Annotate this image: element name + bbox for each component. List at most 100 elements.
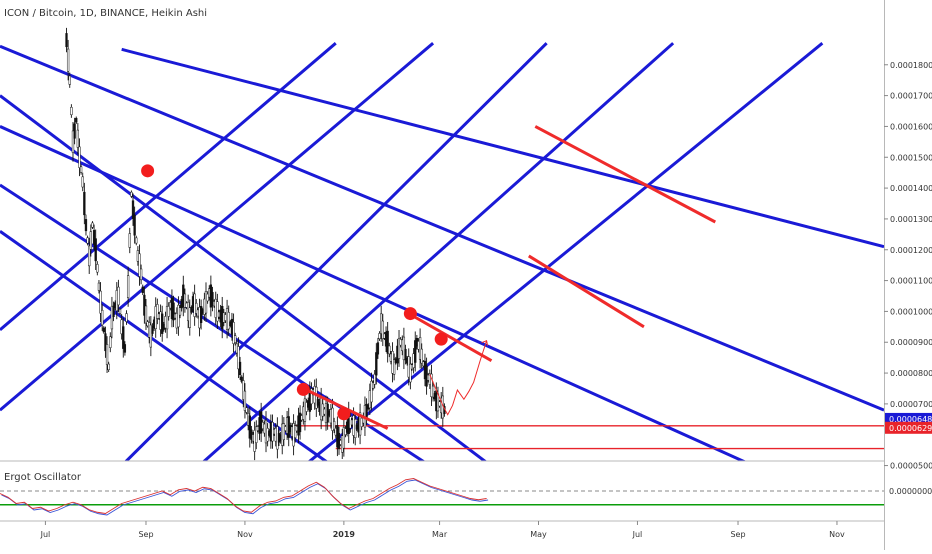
candle-body-56-1 xyxy=(248,415,251,439)
candle-body-102-1 xyxy=(397,338,401,359)
candle-body-11-0 xyxy=(101,309,104,326)
candle-body-36-1 xyxy=(183,293,187,308)
candle-body-26-0 xyxy=(149,324,152,348)
projection-arrowhead xyxy=(481,340,489,346)
candle-body-14-0 xyxy=(110,305,114,330)
red-segment-0 xyxy=(534,125,717,224)
candle-body-101-0 xyxy=(393,359,396,375)
red-segment-2 xyxy=(409,313,493,363)
candle-body-20-1 xyxy=(131,200,135,219)
price-badge-label-1: 0.0000629 xyxy=(889,424,932,433)
candle-body-94-1 xyxy=(371,382,375,389)
candle-body-29-1 xyxy=(161,313,164,334)
candle-body-75-1 xyxy=(310,388,313,405)
y-tick-label-2: 0.0001600 xyxy=(890,122,932,131)
pitchfork-line-3 xyxy=(0,125,747,461)
candle-body-53-1 xyxy=(238,361,242,376)
candle-body-22-1 xyxy=(138,253,141,277)
candle-body-104-1 xyxy=(404,348,407,361)
pitchfork-line-5 xyxy=(121,47,884,249)
candle-body-8-1 xyxy=(92,230,96,245)
candle-body-96-0 xyxy=(376,342,380,355)
oscillator-line-blue xyxy=(1,479,489,516)
pitchfork-line-0 xyxy=(0,94,488,461)
candle-body-77-0 xyxy=(315,386,318,409)
candle-body-70-1 xyxy=(294,425,297,438)
candle-body-9-1 xyxy=(96,264,99,273)
candle-body-54-0 xyxy=(240,376,243,382)
candle-body-7-0 xyxy=(88,245,91,267)
oscillator-zero-label: 0.0000000 xyxy=(889,487,932,496)
x-tick-label-1: Sep xyxy=(138,530,153,539)
horizontal-levels xyxy=(295,425,884,450)
candle-body-14-1 xyxy=(112,305,115,318)
candle-body-43-1 xyxy=(206,293,209,302)
candle-body-99-1 xyxy=(388,345,391,355)
time-axis[interactable]: Jul Sep Nov 2019 Mar May Jul Sep Nov xyxy=(40,521,845,539)
candle-body-104-0 xyxy=(402,336,406,361)
y-tick-label-12: 0.0000500 xyxy=(890,462,932,471)
pitchfork-line-8 xyxy=(124,42,548,461)
projection-path xyxy=(429,340,489,416)
candle-body-24-0 xyxy=(143,294,146,316)
candle-body-6-0 xyxy=(84,219,88,232)
candle-body-72-0 xyxy=(298,412,302,433)
y-tick-label-8: 0.0001000 xyxy=(890,307,932,316)
candle-body-18-0 xyxy=(123,344,127,353)
y-tick-label-5: 0.0001300 xyxy=(890,215,932,224)
candle-body-21-1 xyxy=(135,237,138,244)
candle-body-109-0 xyxy=(418,337,422,360)
projection-line xyxy=(429,340,488,416)
y-tick-label-6: 0.0001200 xyxy=(890,246,932,255)
candle-body-13-0 xyxy=(107,363,110,370)
candle-body-3-0 xyxy=(75,117,78,123)
candle-body-41-1 xyxy=(199,305,203,323)
candle-body-31-1 xyxy=(167,306,170,317)
candle-body-55-1 xyxy=(245,407,248,413)
candle-body-11-1 xyxy=(102,327,105,333)
candle-body-16-0 xyxy=(117,286,120,306)
price-axis[interactable]: 0.0001800 0.0001700 0.0001600 0.0001500 0.00… xyxy=(884,61,932,471)
y-tick-label-0: 0.0001800 xyxy=(890,61,932,70)
price-badge-label-0: 0.0000648 xyxy=(889,415,932,424)
pivot-dot-1 xyxy=(296,382,310,396)
y-tick-label-4: 0.0001400 xyxy=(890,184,932,193)
candle-body-5-1 xyxy=(83,191,86,216)
candle-body-31-0 xyxy=(165,305,169,330)
x-tick-label-2: Nov xyxy=(237,530,253,539)
pitchfork-lines xyxy=(0,42,884,461)
price-badge-bg-1 xyxy=(885,421,932,434)
x-tick-label-8: Nov xyxy=(829,530,845,539)
oscillator-title: Ergot Oscillator xyxy=(4,472,82,483)
x-tick-label-4: Mar xyxy=(432,530,448,539)
candle-body-13-1 xyxy=(109,336,112,348)
pitchfork-line-9 xyxy=(202,42,675,461)
candle-body-33-0 xyxy=(172,302,175,321)
candle-body-94-0 xyxy=(370,380,373,403)
candle-body-12-0 xyxy=(104,333,107,352)
candle-body-10-1 xyxy=(99,290,102,314)
candle-body-95-1 xyxy=(375,352,378,376)
candle-body-6-1 xyxy=(86,237,89,244)
candle-body-58-1 xyxy=(255,426,258,443)
candle-body-38-1 xyxy=(190,307,193,313)
pitchfork-line-7 xyxy=(0,42,435,412)
candle-body-85-1 xyxy=(342,427,346,449)
candle-body-38-0 xyxy=(188,307,191,328)
candle-body-45-0 xyxy=(211,292,214,307)
candle-body-35-0 xyxy=(178,307,182,316)
candle-body-82-0 xyxy=(331,407,334,431)
price-series xyxy=(65,27,446,461)
y-tick-label-3: 0.0001500 xyxy=(890,153,932,162)
candle-body-109-1 xyxy=(420,348,423,364)
pivot-dot-4 xyxy=(434,332,448,346)
y-tick-label-9: 0.0000900 xyxy=(890,338,932,347)
title-backdrop xyxy=(2,5,184,19)
oscillator-pane xyxy=(0,478,884,516)
candle-body-4-0 xyxy=(78,146,81,168)
candle-body-113-0 xyxy=(431,385,435,398)
candle-body-28-0 xyxy=(156,304,159,319)
candle-body-0-1 xyxy=(66,48,70,72)
